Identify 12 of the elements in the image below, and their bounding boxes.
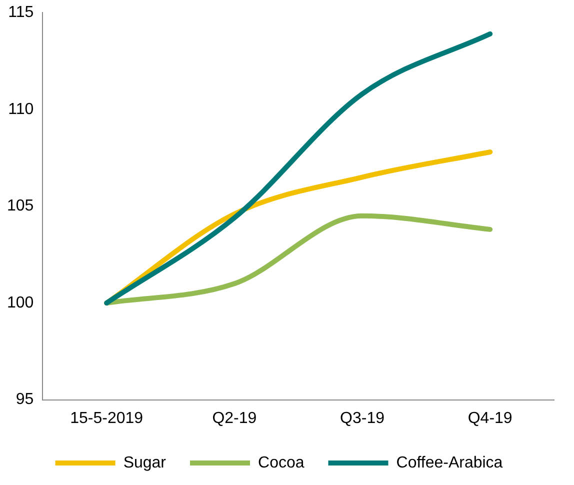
y-tick-label: 95: [16, 391, 34, 408]
legend-label: Cocoa: [258, 454, 304, 472]
x-tick-label: Q2-19: [212, 410, 257, 427]
x-tick-label: Q4-19: [468, 410, 512, 427]
y-tick-label: 100: [6, 294, 34, 312]
y-tick-label: 115: [8, 4, 34, 22]
y-tick-label: 105: [6, 198, 34, 215]
x-tick-label: Q3-19: [340, 410, 385, 427]
legend-label: Coffee-Arabica: [396, 454, 503, 472]
y-tick-label: 110: [8, 100, 34, 118]
legend-label: Sugar: [123, 454, 167, 472]
x-tick-label: 15-5-2019: [70, 410, 144, 427]
